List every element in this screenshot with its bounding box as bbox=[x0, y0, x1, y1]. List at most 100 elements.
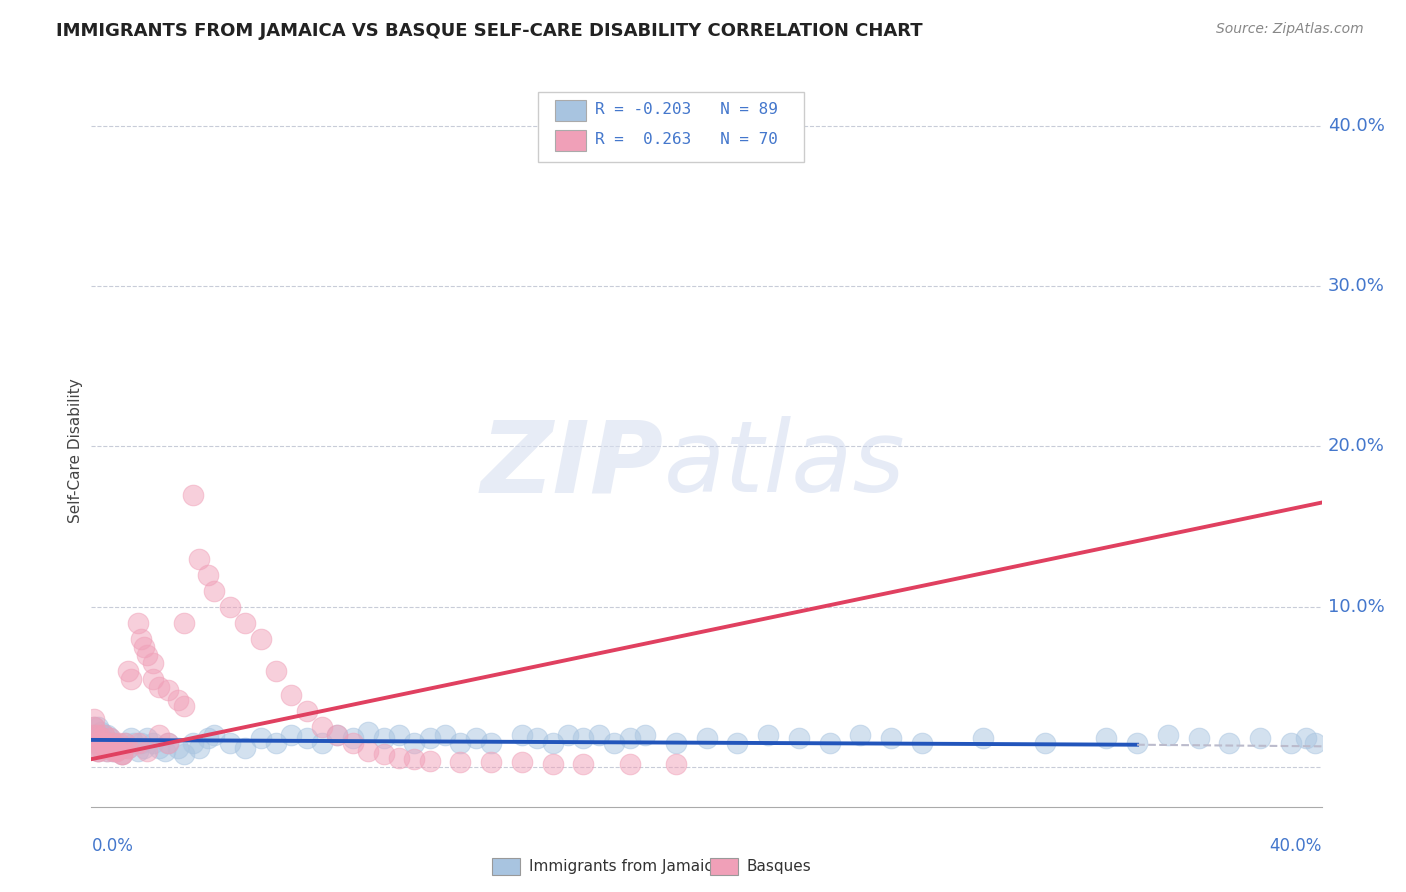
Point bbox=[449, 756, 471, 770]
Point bbox=[541, 736, 564, 750]
Point bbox=[135, 744, 157, 758]
Point bbox=[105, 744, 127, 758]
Point bbox=[111, 740, 134, 755]
Point bbox=[218, 599, 240, 614]
Point bbox=[1305, 736, 1327, 750]
Text: Basques: Basques bbox=[747, 859, 811, 873]
Text: atlas: atlas bbox=[664, 417, 905, 513]
Point bbox=[373, 731, 395, 746]
Point bbox=[619, 756, 641, 771]
Point bbox=[129, 632, 152, 646]
Point bbox=[90, 731, 112, 746]
Point bbox=[388, 728, 411, 742]
Point bbox=[157, 683, 180, 698]
Point bbox=[86, 736, 108, 750]
Point bbox=[111, 747, 134, 762]
Point bbox=[342, 731, 364, 746]
Point bbox=[972, 731, 994, 746]
Point bbox=[510, 728, 533, 742]
Point bbox=[173, 615, 195, 630]
Point bbox=[142, 672, 165, 686]
Point bbox=[83, 720, 105, 734]
Point bbox=[1095, 731, 1118, 746]
Point bbox=[148, 740, 170, 755]
Point bbox=[83, 728, 105, 742]
Point bbox=[96, 736, 118, 750]
Text: 30.0%: 30.0% bbox=[1327, 277, 1385, 295]
Point bbox=[127, 736, 149, 750]
Point bbox=[404, 736, 426, 750]
Point bbox=[120, 672, 142, 686]
Point bbox=[419, 731, 441, 746]
Point bbox=[96, 744, 118, 758]
Point bbox=[880, 731, 903, 746]
Point bbox=[142, 656, 165, 670]
Point bbox=[83, 736, 105, 750]
Point bbox=[911, 736, 934, 750]
Point bbox=[665, 756, 688, 771]
Point bbox=[1295, 731, 1317, 746]
Point bbox=[96, 736, 118, 750]
Point bbox=[93, 736, 115, 750]
Point bbox=[181, 736, 204, 750]
Point bbox=[93, 728, 115, 742]
Point bbox=[603, 736, 626, 750]
Point bbox=[142, 736, 165, 750]
Text: 40.0%: 40.0% bbox=[1270, 837, 1322, 855]
Point bbox=[114, 736, 136, 750]
Point bbox=[86, 728, 108, 742]
Point bbox=[105, 736, 127, 750]
Point bbox=[148, 680, 170, 694]
Point bbox=[249, 731, 271, 746]
Point bbox=[188, 551, 211, 566]
Point bbox=[105, 744, 127, 758]
Point bbox=[127, 615, 149, 630]
Point bbox=[127, 744, 149, 758]
Point bbox=[132, 740, 155, 755]
Point bbox=[93, 736, 115, 750]
Point bbox=[342, 736, 364, 750]
Point bbox=[98, 731, 121, 746]
Text: Source: ZipAtlas.com: Source: ZipAtlas.com bbox=[1216, 22, 1364, 37]
Point bbox=[96, 744, 118, 758]
Point bbox=[117, 740, 139, 755]
Point bbox=[818, 736, 841, 750]
Text: IMMIGRANTS FROM JAMAICA VS BASQUE SELF-CARE DISABILITY CORRELATION CHART: IMMIGRANTS FROM JAMAICA VS BASQUE SELF-C… bbox=[56, 22, 922, 40]
Point bbox=[725, 736, 748, 750]
Point bbox=[101, 744, 124, 758]
Point bbox=[108, 740, 131, 755]
Text: 0.0%: 0.0% bbox=[91, 837, 134, 855]
Point bbox=[202, 728, 225, 742]
Point bbox=[404, 752, 426, 766]
Point bbox=[132, 640, 155, 654]
Point bbox=[464, 731, 486, 746]
Point bbox=[218, 736, 240, 750]
Point bbox=[634, 728, 657, 742]
Point bbox=[326, 728, 349, 742]
Point bbox=[90, 740, 112, 755]
Point bbox=[526, 731, 548, 746]
Point bbox=[93, 728, 115, 742]
Point bbox=[434, 728, 457, 742]
Point bbox=[157, 736, 180, 750]
Point bbox=[111, 740, 134, 755]
Point bbox=[124, 736, 146, 750]
Point bbox=[90, 731, 112, 746]
Text: R =  0.263   N = 70: R = 0.263 N = 70 bbox=[595, 132, 778, 147]
Point bbox=[264, 736, 287, 750]
Point bbox=[1249, 731, 1271, 746]
Point bbox=[449, 736, 471, 750]
Text: 40.0%: 40.0% bbox=[1327, 117, 1385, 135]
Point bbox=[105, 740, 127, 755]
Point bbox=[264, 664, 287, 678]
Point bbox=[98, 731, 121, 746]
Point bbox=[90, 725, 112, 739]
Point bbox=[93, 736, 115, 750]
Point bbox=[86, 736, 108, 750]
Point bbox=[157, 736, 180, 750]
Point bbox=[101, 736, 124, 750]
Point bbox=[86, 744, 108, 758]
Point bbox=[83, 720, 105, 734]
Point bbox=[105, 744, 127, 758]
Point bbox=[541, 756, 564, 771]
